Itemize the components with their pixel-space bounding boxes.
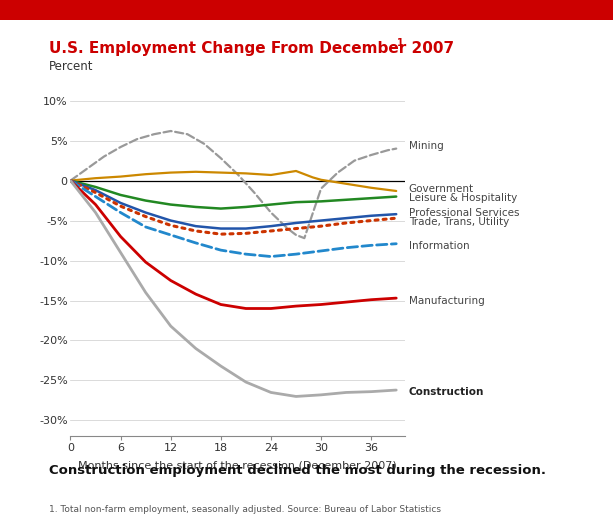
Text: Trade, Trans, Utility: Trade, Trans, Utility (409, 217, 509, 227)
Text: Construction: Construction (409, 387, 484, 397)
Text: Government: Government (409, 184, 474, 194)
Text: Leisure & Hospitality: Leisure & Hospitality (409, 193, 517, 203)
Text: Professional Services: Professional Services (409, 208, 519, 218)
Text: Information: Information (409, 241, 470, 251)
Text: Mining: Mining (409, 141, 444, 151)
Text: 1. Total non-farm employment, seasonally adjusted. Source: Bureau of Labor Stati: 1. Total non-farm employment, seasonally… (49, 505, 441, 514)
Text: Construction employment declined the most during the recession.: Construction employment declined the mos… (49, 464, 546, 477)
X-axis label: Months since the start of the recession (December 2007): Months since the start of the recession … (78, 460, 397, 470)
Text: 1: 1 (397, 38, 404, 48)
Text: U.S. Employment Change From December 2007: U.S. Employment Change From December 200… (49, 41, 454, 56)
Text: Percent: Percent (49, 60, 94, 73)
Text: Manufacturing: Manufacturing (409, 296, 484, 306)
